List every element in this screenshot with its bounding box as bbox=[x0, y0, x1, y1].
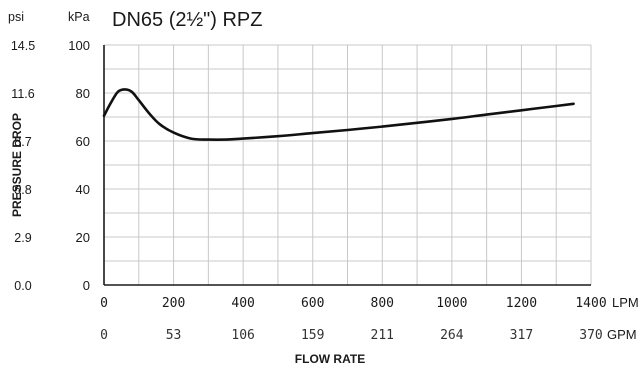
x-tick-label-secondary: 0 bbox=[100, 328, 108, 343]
y-axis-secondary-ticks: 0.0 2.9 5.8 8.7 11.6 14.5 bbox=[11, 39, 35, 293]
x-tick-label-secondary: 370 bbox=[579, 328, 602, 343]
x-axis-secondary-ticks: 0 53 106 159 211 264 317 370 bbox=[100, 328, 603, 343]
y-tick-label: 60 bbox=[76, 134, 90, 149]
y-unit-primary: kPa bbox=[68, 10, 90, 24]
x-tick-label: 800 bbox=[371, 296, 394, 311]
x-axis-primary-ticks: 0 200 400 600 800 1000 1200 1400 bbox=[100, 296, 607, 311]
x-tick-label: 1000 bbox=[436, 296, 467, 311]
y-tick-label: 100 bbox=[68, 38, 90, 53]
x-unit-secondary: GPM bbox=[607, 327, 637, 342]
y-tick-label-secondary: 8.7 bbox=[14, 135, 31, 149]
x-tick-label: 1400 bbox=[575, 296, 606, 311]
x-tick-label-secondary: 317 bbox=[510, 328, 533, 343]
x-tick-label: 600 bbox=[301, 296, 324, 311]
x-tick-label: 400 bbox=[231, 296, 254, 311]
x-tick-label-secondary: 106 bbox=[231, 328, 254, 343]
series-line bbox=[102, 88, 575, 141]
x-tick-label: 200 bbox=[162, 296, 185, 311]
y-tick-label: 40 bbox=[76, 182, 90, 197]
y-tick-label-secondary: 0.0 bbox=[14, 279, 31, 293]
x-tick-label-secondary: 211 bbox=[371, 328, 394, 343]
y-axis-title: PRESSURE DROP bbox=[10, 113, 24, 217]
x-tick-label-secondary: 53 bbox=[166, 328, 182, 343]
y-tick-label: 20 bbox=[76, 230, 90, 245]
y-tick-label-secondary: 2.9 bbox=[14, 231, 31, 245]
x-axis-title: FLOW RATE bbox=[295, 352, 365, 366]
x-tick-label-secondary: 159 bbox=[301, 328, 324, 343]
x-tick-label: 0 bbox=[100, 296, 108, 311]
y-tick-label: 0 bbox=[83, 278, 90, 293]
x-tick-label-secondary: 264 bbox=[440, 328, 464, 343]
y-unit-secondary: psi bbox=[8, 10, 24, 24]
y-tick-label-secondary: 14.5 bbox=[11, 39, 35, 53]
chart-title: DN65 (2½") RPZ bbox=[112, 9, 262, 31]
x-unit-primary: LPM bbox=[612, 295, 638, 310]
y-tick-label: 80 bbox=[76, 86, 90, 101]
y-tick-label-secondary: 11.6 bbox=[11, 87, 34, 101]
grid-lines bbox=[104, 44, 592, 285]
y-tick-label-secondary: 5.8 bbox=[14, 183, 31, 197]
x-tick-label: 1200 bbox=[506, 296, 537, 311]
y-axis-primary-ticks: 0 20 40 60 80 100 bbox=[68, 38, 90, 293]
